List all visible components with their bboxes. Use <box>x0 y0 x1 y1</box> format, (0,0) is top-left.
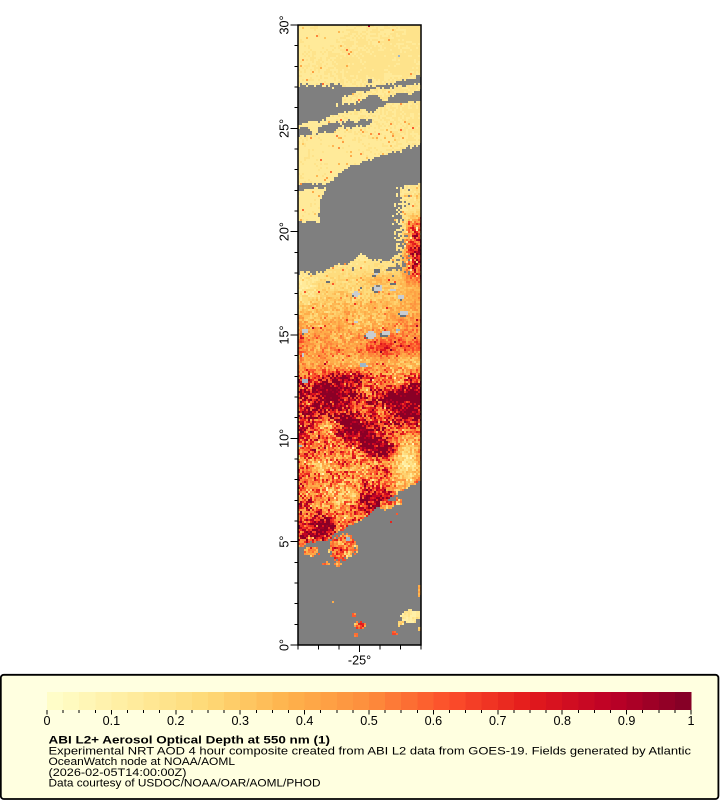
svg-text:(2026-02-05T14:00:00Z): (2026-02-05T14:00:00Z) <box>49 767 187 779</box>
svg-text:20°: 20° <box>278 222 292 241</box>
svg-text:15°: 15° <box>278 325 292 344</box>
svg-text:0.1: 0.1 <box>103 714 121 728</box>
svg-text:5°: 5° <box>278 536 292 548</box>
svg-text:OceanWatch node at NOAA/AOML: OceanWatch node at NOAA/AOML <box>49 756 236 768</box>
svg-text:ABI L2+ Aerosol Optical Depth: ABI L2+ Aerosol Optical Depth at 550 nm … <box>49 734 331 746</box>
svg-text:0: 0 <box>43 714 50 728</box>
svg-text:10°: 10° <box>278 429 292 448</box>
svg-text:0.8: 0.8 <box>553 714 571 728</box>
svg-text:0.7: 0.7 <box>489 714 507 728</box>
svg-text:Experimental NRT AOD 4 hour co: Experimental NRT AOD 4 hour composite cr… <box>49 745 692 757</box>
svg-text:0.4: 0.4 <box>296 714 314 728</box>
svg-text:25°: 25° <box>278 119 292 138</box>
svg-text:0.2: 0.2 <box>167 714 185 728</box>
svg-text:0°: 0° <box>278 639 292 651</box>
svg-text:0.3: 0.3 <box>231 714 249 728</box>
svg-text:0.5: 0.5 <box>360 714 378 728</box>
svg-text:0.6: 0.6 <box>425 714 443 728</box>
svg-text:-25°: -25° <box>348 654 371 668</box>
svg-text:30°: 30° <box>278 15 292 34</box>
svg-text:1: 1 <box>687 714 694 728</box>
svg-text:Data courtesy of USDOC/NOAA/OA: Data courtesy of USDOC/NOAA/OAR/AOML/PHO… <box>49 778 321 790</box>
svg-text:0.9: 0.9 <box>618 714 636 728</box>
